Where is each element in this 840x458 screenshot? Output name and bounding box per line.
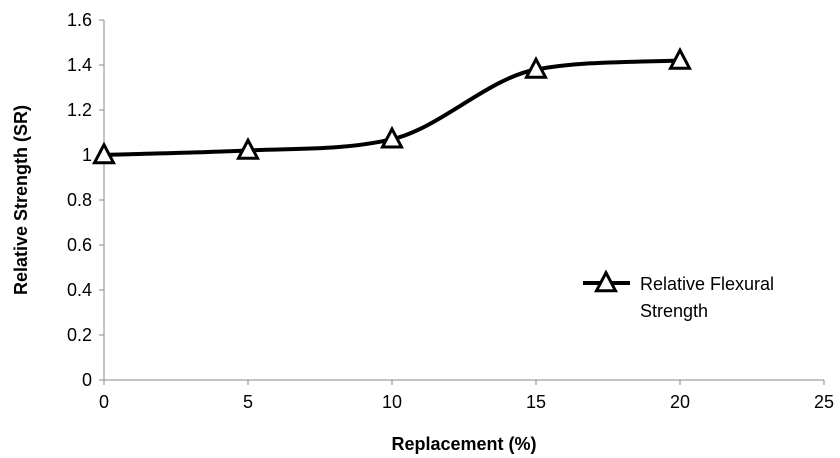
y-tick-label: 1.4 xyxy=(67,55,92,75)
legend-label-line-2: Strength xyxy=(640,301,708,321)
legend-label-line-1: Relative Flexural xyxy=(640,274,774,294)
x-tick-label: 0 xyxy=(99,392,109,412)
data-point-triangle-marker xyxy=(380,125,404,149)
y-tick-label: 0.4 xyxy=(67,280,92,300)
x-tick-label: 25 xyxy=(814,392,834,412)
y-tick-label: 1.2 xyxy=(67,100,92,120)
data-point-triangle-marker xyxy=(668,47,692,70)
y-axis-title: Relative Strength (SR) xyxy=(11,105,31,295)
series-group xyxy=(92,47,692,165)
data-point-triangle-marker xyxy=(236,137,260,160)
legend-triangle-marker-icon xyxy=(594,269,618,293)
y-tick-label: 0 xyxy=(82,370,92,390)
y-tick-labels: 0 0.2 0.4 0.6 0.8 1 1.2 1.4 1.6 xyxy=(67,10,92,390)
legend: Relative Flexural Strength xyxy=(583,269,774,321)
axes xyxy=(99,19,825,385)
y-tick-label: 0.2 xyxy=(67,325,92,345)
data-point-triangle-marker xyxy=(92,141,116,165)
x-tick-label: 10 xyxy=(382,392,402,412)
x-tick-labels: 0 5 10 15 20 25 xyxy=(99,392,834,412)
y-tick-label: 1.6 xyxy=(67,10,92,30)
x-tick-label: 5 xyxy=(243,392,253,412)
x-tick-label: 15 xyxy=(526,392,546,412)
y-tick-label: 0.6 xyxy=(67,235,92,255)
x-tick-label: 20 xyxy=(670,392,690,412)
x-axis-title: Replacement (%) xyxy=(391,434,536,454)
y-tick-label: 1 xyxy=(82,145,92,165)
y-tick-label: 0.8 xyxy=(67,190,92,210)
data-point-triangle-marker xyxy=(524,56,548,79)
